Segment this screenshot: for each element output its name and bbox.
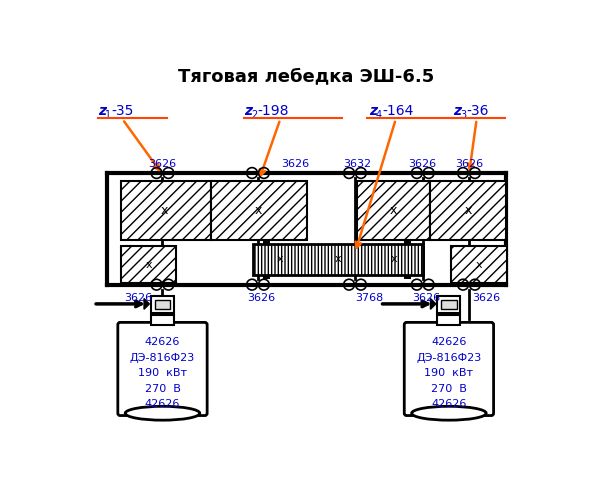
Bar	[357, 181, 431, 240]
Bar	[121, 246, 176, 283]
Text: 3626: 3626	[282, 159, 310, 169]
Text: -36: -36	[466, 104, 489, 119]
Text: z: z	[369, 104, 377, 119]
Text: 3626: 3626	[413, 293, 441, 303]
Text: 42626: 42626	[431, 399, 466, 409]
Text: x: x	[145, 260, 152, 270]
Text: Тяговая лебедка ЭШ-6.5: Тяговая лебедка ЭШ-6.5	[178, 67, 435, 85]
Text: x: x	[255, 204, 263, 217]
Text: x: x	[475, 260, 482, 270]
Text: 190  кВт: 190 кВт	[138, 368, 187, 378]
Text: 42626: 42626	[145, 338, 180, 347]
Bar	[254, 244, 423, 275]
Text: x: x	[161, 204, 169, 217]
Text: 3768: 3768	[355, 293, 383, 303]
Bar	[151, 296, 174, 313]
Text: x: x	[277, 254, 283, 264]
Text: 3626: 3626	[455, 159, 483, 169]
Text: 3626: 3626	[408, 159, 436, 169]
Ellipse shape	[125, 406, 200, 420]
Bar	[431, 181, 506, 240]
Polygon shape	[431, 299, 436, 309]
Text: x: x	[335, 254, 341, 264]
Text: ДЭ-816Ф23: ДЭ-816Ф23	[416, 353, 481, 363]
Text: 270  В: 270 В	[431, 384, 467, 394]
Text: 3626: 3626	[247, 293, 275, 303]
Text: 4: 4	[376, 110, 382, 120]
Ellipse shape	[411, 406, 486, 420]
Text: z: z	[453, 104, 462, 119]
Text: 3626: 3626	[148, 159, 176, 169]
Bar	[121, 181, 211, 240]
Text: x: x	[390, 204, 397, 217]
Text: 3632: 3632	[343, 159, 371, 169]
Text: 3: 3	[460, 110, 466, 120]
Text: z: z	[244, 104, 252, 119]
Text: 190  кВт: 190 кВт	[425, 368, 474, 378]
Text: z: z	[98, 104, 106, 119]
Bar	[211, 181, 307, 240]
FancyBboxPatch shape	[118, 322, 207, 416]
Text: 2: 2	[251, 110, 257, 120]
Text: 270  В: 270 В	[145, 384, 181, 394]
Bar	[151, 315, 174, 325]
Text: -164: -164	[382, 104, 413, 119]
Text: 1: 1	[105, 110, 111, 120]
FancyBboxPatch shape	[404, 322, 493, 416]
Bar	[441, 300, 457, 309]
Bar	[437, 315, 460, 325]
Text: 3626: 3626	[124, 293, 152, 303]
Text: 42626: 42626	[431, 338, 466, 347]
Bar	[155, 300, 170, 309]
Bar	[451, 246, 507, 283]
Text: 42626: 42626	[145, 399, 180, 409]
Text: 3626: 3626	[472, 293, 501, 303]
Text: ДЭ-816Ф23: ДЭ-816Ф23	[130, 353, 195, 363]
Text: x: x	[465, 204, 472, 217]
Text: x: x	[390, 254, 397, 264]
Bar	[437, 296, 460, 313]
Text: -198: -198	[257, 104, 289, 119]
Polygon shape	[144, 299, 150, 309]
Text: -35: -35	[111, 104, 133, 119]
